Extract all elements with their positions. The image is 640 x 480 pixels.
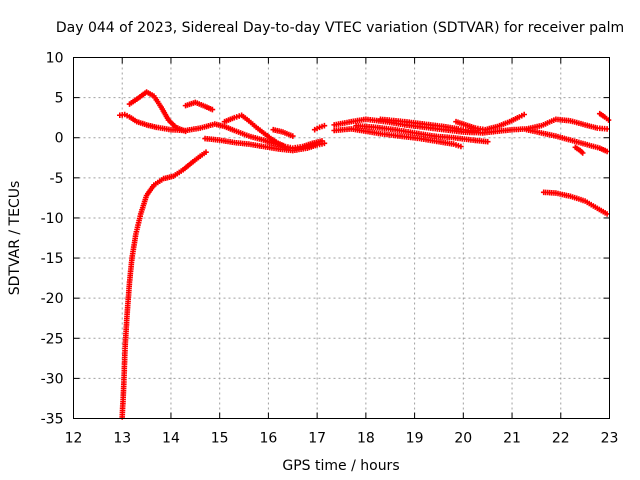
x-tick-label: 14 xyxy=(162,431,180,447)
x-tick-label: 19 xyxy=(406,431,424,447)
series-arc-g xyxy=(270,126,296,139)
grid xyxy=(73,57,610,419)
y-tick-label: 10 xyxy=(46,51,64,67)
y-tick-label: 5 xyxy=(55,91,64,107)
series-arc-m xyxy=(453,111,527,133)
series-arc-n xyxy=(523,126,610,155)
data-marks xyxy=(331,126,464,150)
y-tick-label: -30 xyxy=(41,371,64,387)
y-axis-label: SDTVAR / TECUs xyxy=(7,181,23,296)
series-arc-p xyxy=(540,189,610,217)
data-marks xyxy=(119,149,209,420)
data-marks xyxy=(221,112,325,151)
y-tick-label: -25 xyxy=(41,331,64,347)
data-marks xyxy=(572,144,586,156)
x-tick-label: 23 xyxy=(601,431,619,447)
data-points xyxy=(116,89,612,420)
data-marks xyxy=(523,126,610,155)
series-arc-l xyxy=(377,116,481,134)
y-tick-label: -15 xyxy=(41,251,64,267)
data-marks xyxy=(353,122,491,145)
x-tick-label: 20 xyxy=(454,431,472,447)
y-tick-label: -10 xyxy=(41,211,64,227)
data-marks xyxy=(377,116,481,134)
y-tick-label: -5 xyxy=(50,171,64,187)
x-tick-label: 12 xyxy=(65,431,83,447)
data-marks xyxy=(126,89,189,135)
data-marks xyxy=(453,111,527,133)
series-arc-e xyxy=(202,135,328,154)
series-arc-o xyxy=(572,144,586,156)
x-tick-label: 21 xyxy=(503,431,521,447)
x-tick-label: 17 xyxy=(308,431,326,447)
x-tick-label: 18 xyxy=(357,431,375,447)
data-marks xyxy=(202,135,328,154)
data-marks xyxy=(540,189,610,217)
data-marks xyxy=(311,122,328,133)
x-tick-label: 16 xyxy=(259,431,277,447)
x-axis-label: GPS time / hours xyxy=(282,458,399,474)
plot-frame xyxy=(73,57,610,419)
data-marks xyxy=(182,99,216,113)
series-arc-j xyxy=(331,126,464,150)
y-tick-label: -35 xyxy=(41,412,64,428)
data-marks xyxy=(596,110,612,123)
chart-title: Day 044 of 2023, Sidereal Day-to-day VTE… xyxy=(56,20,624,36)
series-arc-h xyxy=(311,122,328,133)
x-tick-label: 15 xyxy=(211,431,229,447)
series-arc-f xyxy=(221,112,325,151)
x-tick-label: 22 xyxy=(552,431,570,447)
series-arc-b xyxy=(126,89,189,135)
data-marks xyxy=(270,126,296,139)
series-arc-d xyxy=(182,99,216,113)
series-arc-q xyxy=(596,110,612,123)
y-tick-label: -20 xyxy=(41,291,64,307)
x-tick-label: 13 xyxy=(113,431,131,447)
axes: 12 13 14 15 16 17 18 19 20 21 22 23 10 5 0 -5 -10 -15 -20 -… xyxy=(41,51,619,447)
series-arc-k xyxy=(353,122,491,145)
series-arc-c xyxy=(119,149,209,420)
y-tick-label: 0 xyxy=(55,131,64,147)
